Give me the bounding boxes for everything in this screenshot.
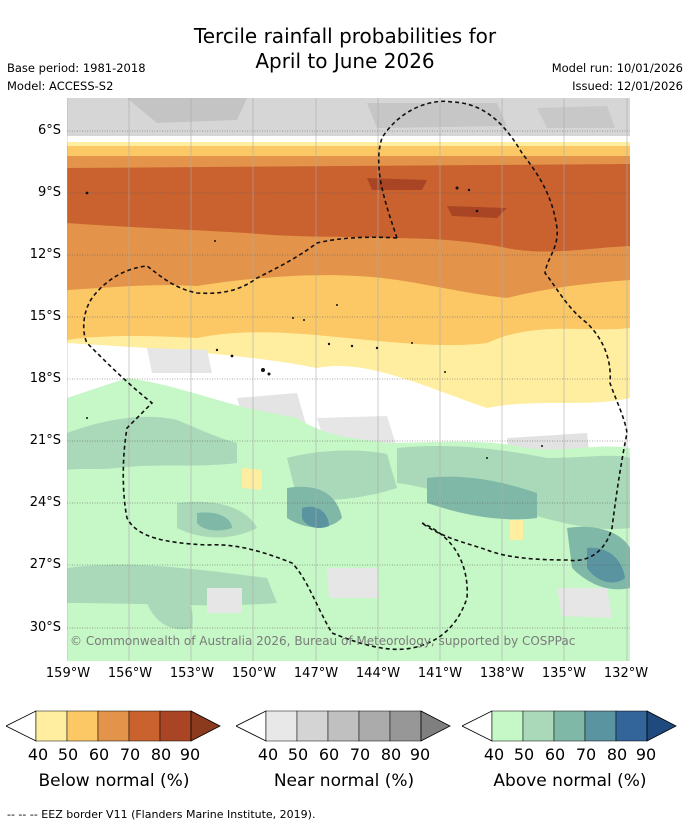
near-normal-label: Near normal (%): [273, 771, 415, 791]
above-tick-60: 60: [544, 745, 566, 764]
below-tick-80: 80: [150, 745, 172, 764]
lon-label-153w: 153°W: [169, 666, 215, 681]
lat-label-6s: 6°S: [37, 123, 61, 138]
issued-date: Issued: 12/01/2026: [572, 79, 683, 93]
probability-map: [67, 98, 630, 661]
near-swatch-50: [296, 710, 329, 742]
near-swatch-90: [420, 710, 451, 742]
lon-label-135w: 135°W: [541, 666, 587, 681]
lon-label-138w: 138°W: [479, 666, 525, 681]
lon-label-159w: 159°W: [45, 666, 91, 681]
below-swatch-40: [35, 710, 68, 742]
eez-legend-footer: -- -- -- EEZ border V11 (Flanders Marine…: [7, 808, 316, 821]
model-run: Model run: 10/01/2026: [551, 61, 683, 75]
below-swatch-70: [128, 710, 161, 742]
below-swatch-80: [159, 710, 192, 742]
base-period: Base period: 1981-2018: [7, 61, 146, 75]
colorbar-near-normal: [236, 710, 451, 742]
near-swatch-70: [358, 710, 391, 742]
above-swatch-40: [491, 710, 524, 742]
meta-left: Base period: 1981-2018 Model: ACCESS-S2: [7, 59, 146, 95]
lat-label-21s: 21°S: [29, 433, 61, 448]
below-tick-50: 50: [57, 745, 79, 764]
map-title: Tercile rainfall probabilities for April…: [0, 24, 690, 74]
below-tick-40: 40: [27, 745, 49, 764]
above-tick-40: 40: [483, 745, 505, 764]
near-tick-70: 70: [349, 745, 371, 764]
above-tick-50: 50: [513, 745, 535, 764]
lon-label-150w: 150°W: [231, 666, 277, 681]
above-tick-80: 80: [606, 745, 628, 764]
above-swatch-90: [646, 710, 677, 742]
lon-label-141w: 141°W: [417, 666, 463, 681]
lat-label-12s: 12°S: [29, 247, 61, 262]
below-swatch-90: [190, 710, 221, 742]
above-swatch-80: [615, 710, 648, 742]
above-tick-70: 70: [575, 745, 597, 764]
lat-label-9s: 9°S: [37, 185, 61, 200]
near-tick-50: 50: [287, 745, 309, 764]
near-swatch-40: [265, 710, 298, 742]
below-tick-90: 90: [179, 745, 201, 764]
below-tick-70: 70: [119, 745, 141, 764]
below-normal-label: Below normal (%): [38, 771, 190, 791]
near-tick-40: 40: [257, 745, 279, 764]
near-swatch-60: [327, 710, 360, 742]
near-tick-90: 90: [409, 745, 431, 764]
title-line-1: Tercile rainfall probabilities for: [193, 24, 497, 48]
colorbar-above-normal: [462, 710, 677, 742]
lat-label-15s: 15°S: [29, 309, 61, 324]
above-swatch-70: [584, 710, 617, 742]
below-tick-60: 60: [88, 745, 110, 764]
meta-right: Model run: 10/01/2026 Issued: 12/01/2026: [552, 59, 683, 95]
lon-label-132w: 132°W: [603, 666, 649, 681]
above-swatch-50: [522, 710, 555, 742]
title-line-2: April to June 2026: [255, 49, 435, 73]
lat-label-24s: 24°S: [29, 495, 61, 510]
above-tick-90: 90: [635, 745, 657, 764]
lat-label-18s: 18°S: [29, 371, 61, 386]
lon-label-144w: 144°W: [355, 666, 401, 681]
copyright-notice: © Commonwealth of Australia 2026, Bureau…: [70, 634, 576, 648]
above-swatch-60: [553, 710, 586, 742]
lat-label-30s: 30°S: [29, 620, 61, 635]
lon-label-156w: 156°W: [107, 666, 153, 681]
colorbar-below-normal: [6, 710, 221, 742]
lon-label-147w: 147°W: [293, 666, 339, 681]
near-tick-60: 60: [318, 745, 340, 764]
near-tick-80: 80: [380, 745, 402, 764]
above-normal-label: Above normal (%): [493, 771, 647, 791]
model-name: Model: ACCESS-S2: [7, 79, 114, 93]
near-swatch-80: [389, 710, 422, 742]
lat-label-27s: 27°S: [29, 557, 61, 572]
below-swatch-60: [97, 710, 130, 742]
below-swatch-50: [66, 710, 99, 742]
